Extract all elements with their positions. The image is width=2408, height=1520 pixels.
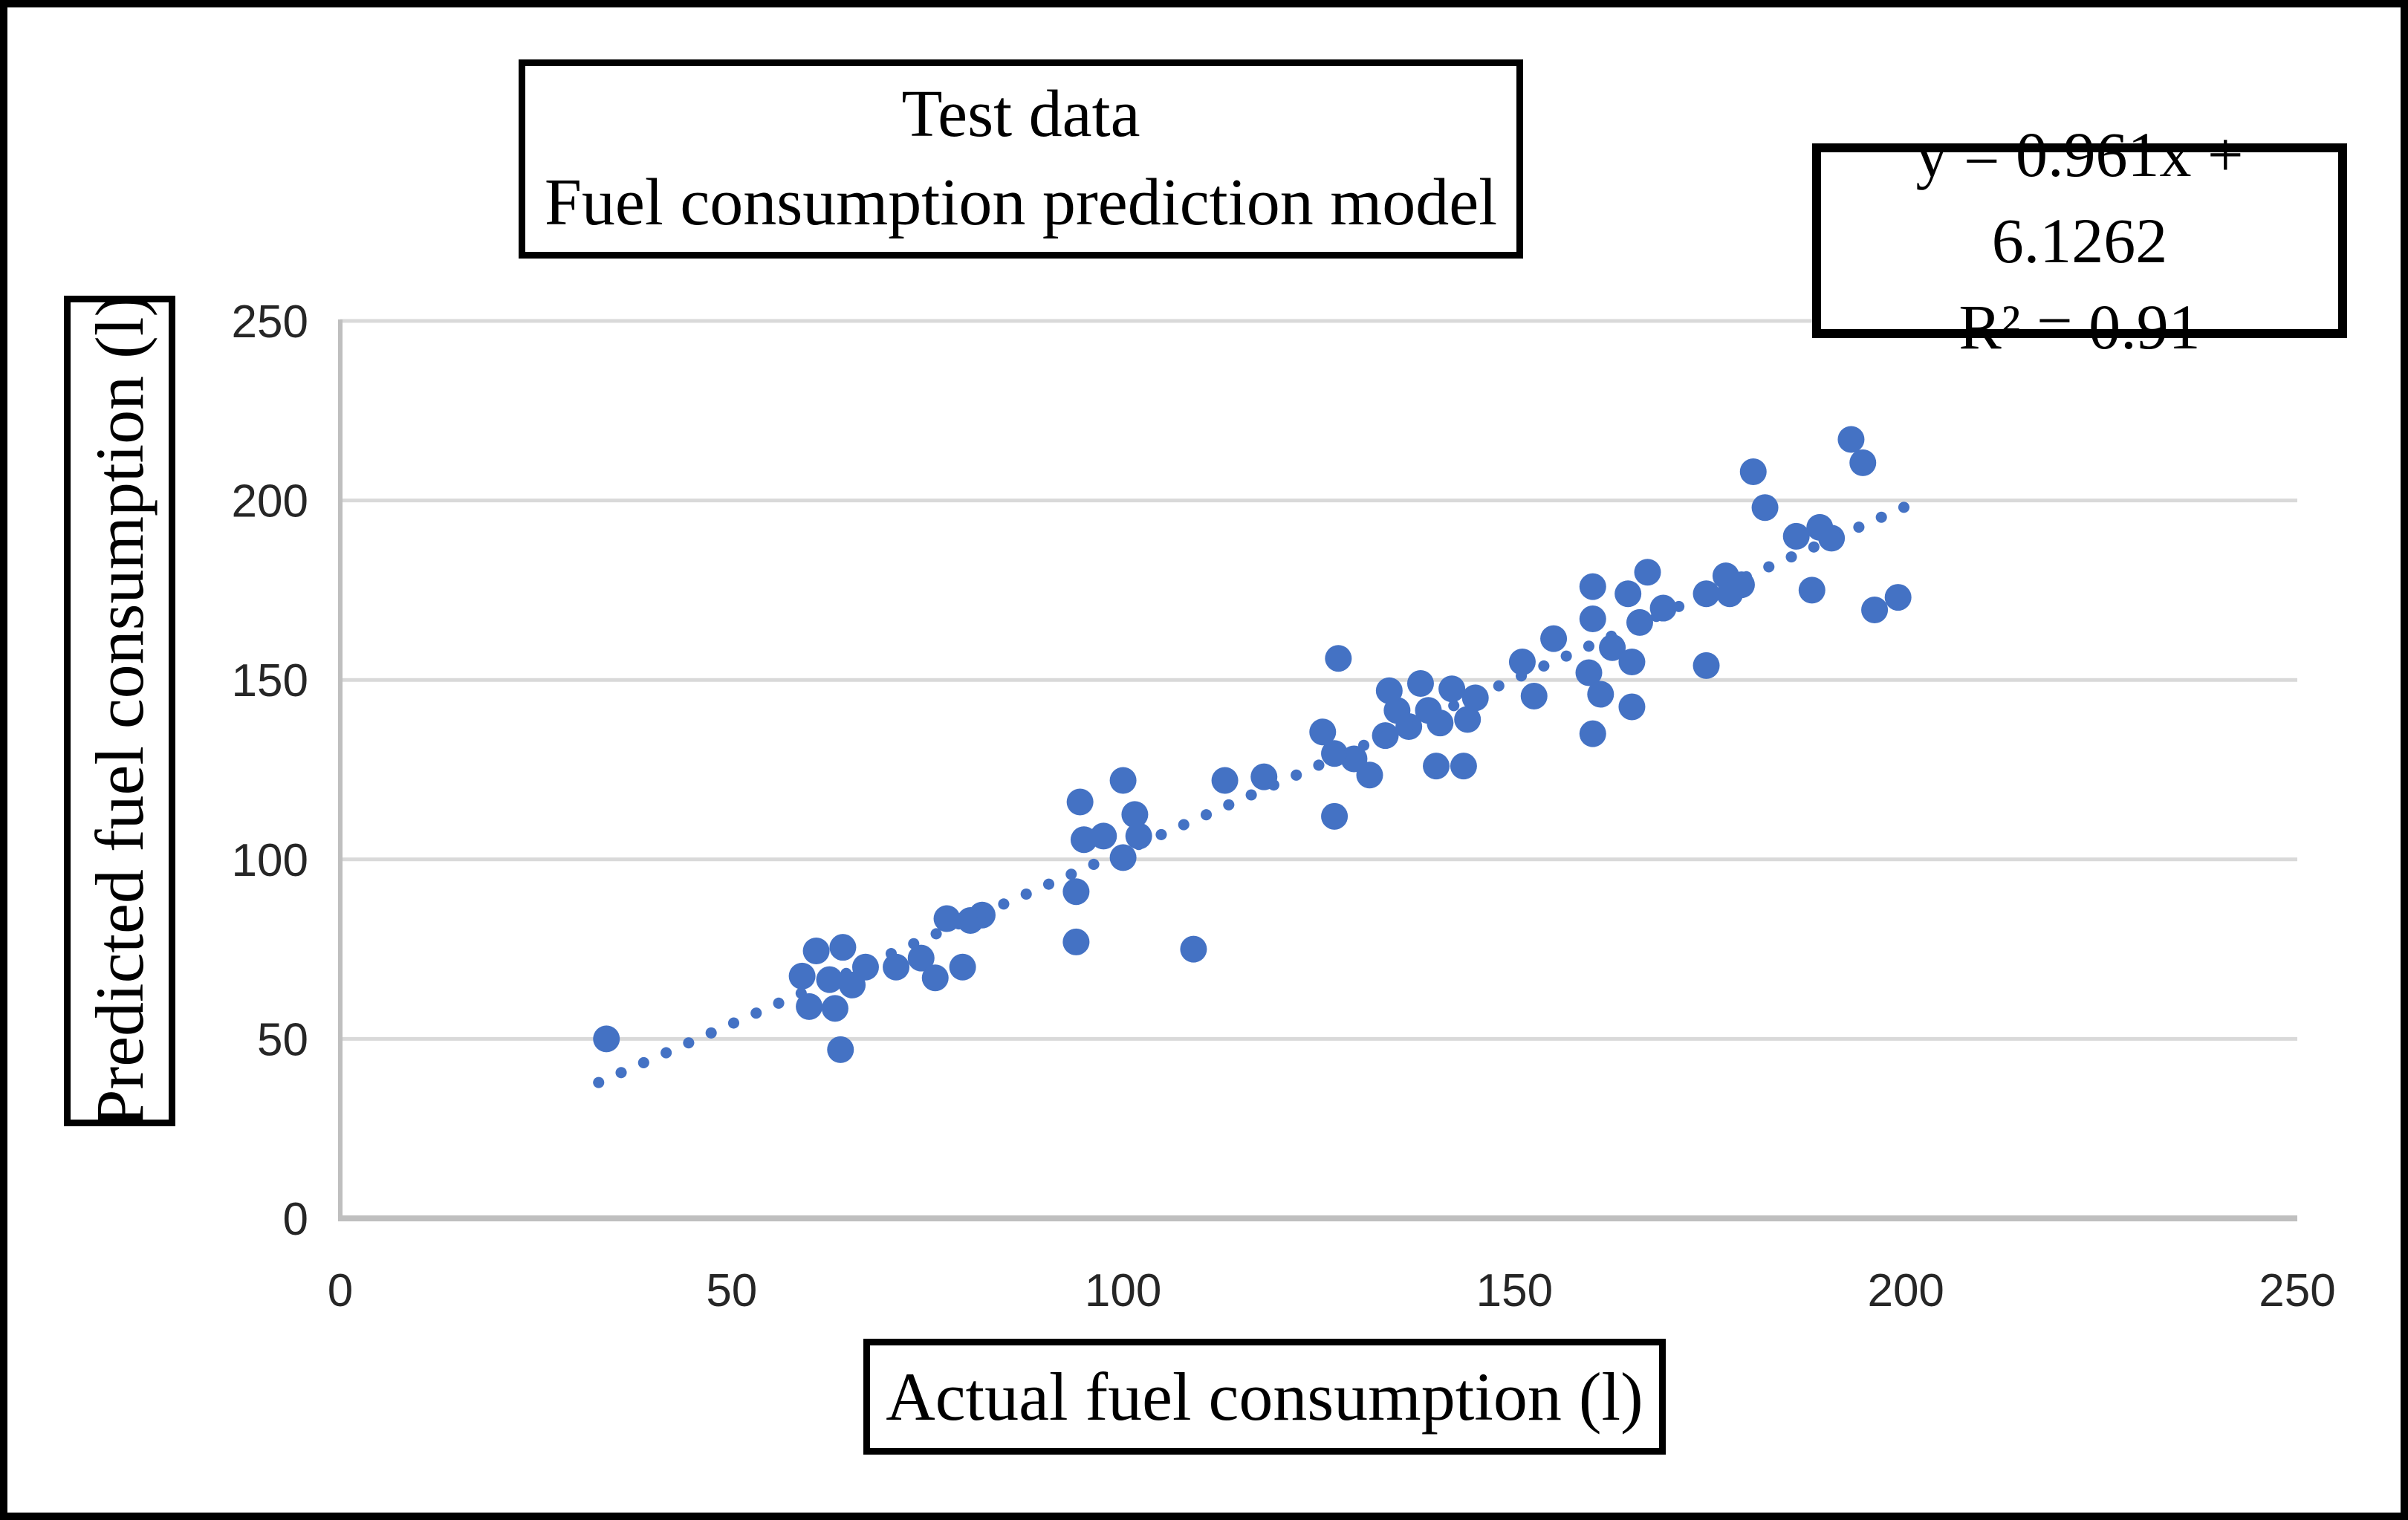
data-point [796, 993, 823, 1020]
y-tick-label-250: 250 [232, 296, 308, 348]
x-tick-label-50: 50 [706, 1265, 757, 1316]
data-point [1109, 767, 1137, 794]
data-point [1739, 458, 1767, 485]
data-point [1884, 584, 1912, 611]
data-point [1693, 652, 1720, 679]
data-point [921, 964, 949, 992]
data-point [1309, 718, 1337, 746]
data-point [1579, 605, 1606, 633]
data-point [1450, 753, 1477, 780]
data-point [1618, 693, 1646, 721]
y-tick-label-50: 50 [257, 1014, 308, 1065]
y-tick-label-100: 100 [232, 835, 308, 886]
x-tick-label-0: 0 [328, 1265, 353, 1316]
data-point [1062, 928, 1090, 955]
data-point [1090, 822, 1117, 850]
y-axis-title: Predicted fuel consumption (l) [82, 294, 158, 1128]
data-point [1454, 706, 1482, 733]
data-point [1406, 670, 1434, 698]
data-point [1321, 802, 1349, 830]
y-tick-label-150: 150 [232, 655, 308, 707]
data-point [1066, 788, 1094, 816]
data-point [1798, 577, 1826, 604]
data-point [1575, 659, 1603, 686]
data-point [949, 953, 976, 981]
data-point [1180, 935, 1207, 963]
data-point [1508, 649, 1536, 676]
data-point [883, 953, 910, 981]
x-tick-label-250: 250 [2259, 1265, 2335, 1316]
data-point [1751, 494, 1779, 522]
data-point [821, 995, 848, 1022]
data-point [1356, 761, 1383, 789]
data-point [1849, 449, 1877, 476]
chart-title-line2: Fuel consumption prediction model [544, 166, 1498, 239]
trendline-equation-box: y = 0.961x + 6.1262 R² = 0.91 [1812, 119, 2347, 363]
data-point [1540, 625, 1568, 652]
x-tick-label-100: 100 [1085, 1265, 1161, 1316]
data-point [1837, 426, 1865, 453]
data-point [593, 1025, 620, 1053]
data-point [827, 1036, 854, 1063]
x-tick-label-150: 150 [1476, 1265, 1553, 1316]
data-point [829, 934, 857, 961]
data-point [1634, 559, 1661, 586]
data-point [907, 944, 935, 972]
data-point [1579, 720, 1606, 747]
data-point [1211, 767, 1239, 794]
data-point [1782, 522, 1810, 550]
x-axis-title: Actual fuel consumption (l) [886, 1359, 1643, 1435]
scatter-plot: 0 50 100 150 200 250 0 50 100 150 200 250 [232, 296, 2336, 1316]
data-point [788, 962, 816, 990]
data-point [1325, 645, 1352, 672]
data-point [1520, 682, 1548, 709]
y-tick-label-200: 200 [232, 476, 308, 527]
data-point [802, 938, 830, 965]
data-point [1438, 675, 1466, 703]
x-axis-title-box: Actual fuel consumption (l) [863, 1339, 1666, 1455]
data-point [1614, 580, 1642, 608]
data-point [1861, 596, 1889, 623]
data-point [1062, 878, 1090, 906]
data-point [1579, 573, 1606, 600]
r-squared-value: R² = 0.91 [1958, 291, 2201, 363]
data-point [1618, 649, 1646, 676]
trendline [593, 501, 1912, 1088]
data-point [1121, 801, 1149, 828]
y-axis-title-box: Predicted fuel consumption (l) [64, 294, 175, 1128]
trendline-equation: y = 0.961x + 6.1262 [1915, 118, 2244, 276]
data-point [1125, 822, 1152, 850]
chart-title-box: Test data Fuel consumption prediction mo… [519, 59, 1523, 259]
data-point [1423, 753, 1450, 780]
y-tick-label-0: 0 [283, 1194, 308, 1245]
data-point [1599, 634, 1626, 661]
chart-title-line1: Test data [901, 77, 1140, 152]
x-tick-label-200: 200 [1867, 1265, 1944, 1316]
data-point [1587, 681, 1614, 708]
